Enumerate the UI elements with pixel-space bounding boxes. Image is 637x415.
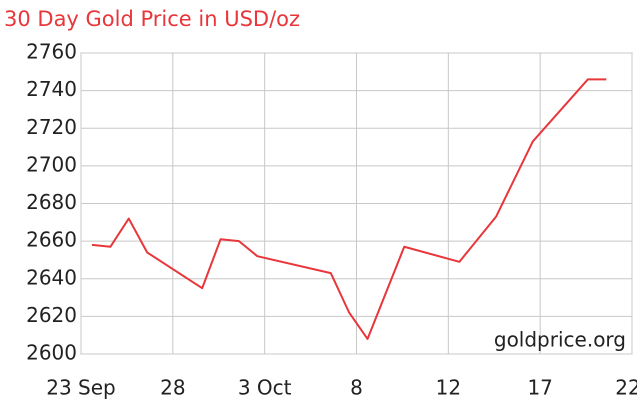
- x-tick-label: 28: [160, 376, 185, 400]
- y-tick-label: 2660: [26, 228, 77, 252]
- x-tick-label: 12: [436, 376, 461, 400]
- chart-title: 30 Day Gold Price in USD/oz: [4, 7, 300, 31]
- x-tick-label: 3 Oct: [238, 376, 292, 400]
- annotation: goldprice.org: [494, 328, 626, 352]
- x-tick-label: 8: [350, 376, 363, 400]
- y-tick-label: 2680: [26, 190, 77, 214]
- x-tick-label: 17: [527, 376, 552, 400]
- y-tick-label: 2700: [26, 152, 77, 176]
- price-line: [91, 78, 607, 340]
- y-tick-label: 2740: [26, 77, 77, 101]
- y-tick-label: 2720: [26, 115, 77, 139]
- y-tick-label: 2760: [26, 40, 77, 64]
- y-tick-label: 2640: [26, 265, 77, 289]
- y-tick-label: 2620: [26, 303, 77, 327]
- x-tick-label: 22: [615, 376, 637, 400]
- x-tick-label: 23 Sep: [46, 376, 116, 400]
- y-tick-label: 2600: [26, 341, 77, 365]
